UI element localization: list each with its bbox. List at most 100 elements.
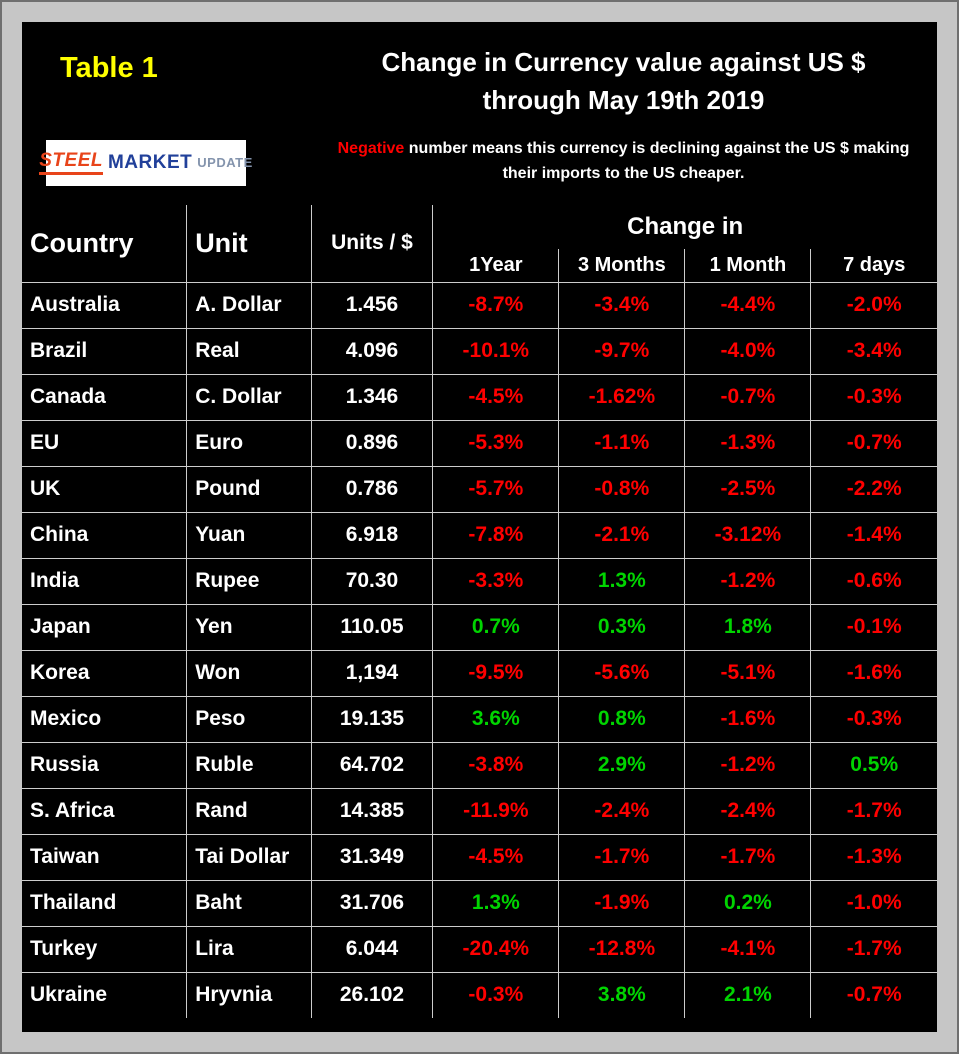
change-1year-cell: -5.3% bbox=[432, 419, 560, 467]
change-7days-cell: -1.3% bbox=[810, 833, 937, 881]
unit-cell: Rand bbox=[186, 787, 312, 835]
unit-cell: Yuan bbox=[186, 511, 312, 559]
country-cell: Korea bbox=[22, 649, 188, 697]
table-row: Turkey Lira 6.044 -20.4% -12.8% -4.1% -1.7% bbox=[22, 925, 937, 973]
country-cell: UK bbox=[22, 465, 188, 513]
change-1month-cell: -5.1% bbox=[684, 649, 812, 697]
change-1year-cell: -7.8% bbox=[432, 511, 560, 559]
change-1year-cell: -8.7% bbox=[432, 281, 560, 329]
change-7days-cell: -1.4% bbox=[810, 511, 937, 559]
change-7days-cell: -1.7% bbox=[810, 925, 937, 973]
change-1year-cell: -11.9% bbox=[432, 787, 560, 835]
units-per-dollar-cell: 31.349 bbox=[310, 833, 434, 881]
country-cell: Thailand bbox=[22, 879, 188, 927]
change-7days-cell: -0.7% bbox=[810, 971, 937, 1018]
units-per-dollar-cell: 6.044 bbox=[310, 925, 434, 973]
table-row: Russia Ruble 64.702 -3.8% 2.9% -1.2% 0.5% bbox=[22, 741, 937, 789]
change-7days-cell: -1.0% bbox=[810, 879, 937, 927]
units-per-dollar-cell: 14.385 bbox=[310, 787, 434, 835]
country-cell: Taiwan bbox=[22, 833, 188, 881]
change-1year-cell: 1.3% bbox=[432, 879, 560, 927]
country-cell: Australia bbox=[22, 281, 188, 329]
table-label: Table 1 bbox=[60, 52, 158, 84]
country-cell: Ukraine bbox=[22, 971, 188, 1018]
unit-cell: Baht bbox=[186, 879, 312, 927]
change-3months-cell: 1.3% bbox=[558, 557, 686, 605]
change-1year-cell: -4.5% bbox=[432, 833, 560, 881]
header-row-2: 1Year 3 Months 1 Month 7 days bbox=[22, 249, 937, 283]
change-3months-cell: -0.8% bbox=[558, 465, 686, 513]
change-1month-cell: -1.3% bbox=[684, 419, 812, 467]
table-body: Australia A. Dollar 1.456 -8.7% -3.4% -4.4% -2… bbox=[22, 281, 937, 1018]
unit-cell: C. Dollar bbox=[186, 373, 312, 421]
change-7days-cell: -0.6% bbox=[810, 557, 937, 605]
change-1month-cell: 1.8% bbox=[684, 603, 812, 651]
change-3months-cell: -1.62% bbox=[558, 373, 686, 421]
currency-table: Country Unit Units / $ Change in 1Year 3… bbox=[22, 205, 937, 1018]
units-per-dollar-cell: 31.706 bbox=[310, 879, 434, 927]
column-header-1month: 1 Month bbox=[684, 249, 812, 283]
units-per-dollar-cell: 4.096 bbox=[310, 327, 434, 375]
change-3months-cell: 3.8% bbox=[558, 971, 686, 1018]
unit-cell: Tai Dollar bbox=[186, 833, 312, 881]
change-1month-cell: -4.1% bbox=[684, 925, 812, 973]
country-cell: Canada bbox=[22, 373, 188, 421]
change-1month-cell: -4.0% bbox=[684, 327, 812, 375]
change-7days-cell: -2.2% bbox=[810, 465, 937, 513]
change-1year-cell: 3.6% bbox=[432, 695, 560, 743]
header-area: Table 1 Change in Currency value against… bbox=[22, 22, 937, 205]
table-row: Mexico Peso 19.135 3.6% 0.8% -1.6% -0.3% bbox=[22, 695, 937, 743]
change-3months-cell: 0.3% bbox=[558, 603, 686, 651]
title-line-1: Change in Currency value against US $ bbox=[381, 47, 866, 77]
change-7days-cell: -3.4% bbox=[810, 327, 937, 375]
table-row: Ukraine Hryvnia 26.102 -0.3% 3.8% 2.1% -0.7% bbox=[22, 971, 937, 1018]
unit-cell: Hryvnia bbox=[186, 971, 312, 1018]
title-line-2: through May 19th 2019 bbox=[482, 84, 765, 115]
page-title: Change in Currency value against US $ th… bbox=[326, 38, 921, 132]
note-text: Negative number means this currency is d… bbox=[331, 136, 916, 199]
units-per-dollar-cell: 19.135 bbox=[310, 695, 434, 743]
change-3months-cell: -3.4% bbox=[558, 281, 686, 329]
units-per-dollar-cell: 26.102 bbox=[310, 971, 434, 1018]
table-header: Country Unit Units / $ Change in 1Year 3… bbox=[22, 205, 937, 283]
column-header-country: Country bbox=[22, 205, 188, 283]
column-header-1year: 1Year bbox=[432, 249, 560, 283]
table-row: Thailand Baht 31.706 1.3% -1.9% 0.2% -1.0% bbox=[22, 879, 937, 927]
change-7days-cell: -1.7% bbox=[810, 787, 937, 835]
change-3months-cell: -1.7% bbox=[558, 833, 686, 881]
units-per-dollar-cell: 0.896 bbox=[310, 419, 434, 467]
units-per-dollar-cell: 1.346 bbox=[310, 373, 434, 421]
change-1month-cell: -1.6% bbox=[684, 695, 812, 743]
column-header-change-in: Change in bbox=[432, 205, 937, 249]
change-1month-cell: 0.2% bbox=[684, 879, 812, 927]
units-per-dollar-cell: 64.702 bbox=[310, 741, 434, 789]
change-3months-cell: -2.4% bbox=[558, 787, 686, 835]
change-7days-cell: 0.5% bbox=[810, 741, 937, 789]
logo-update-text: UPDATE bbox=[197, 155, 253, 171]
unit-cell: Peso bbox=[186, 695, 312, 743]
change-1year-cell: 0.7% bbox=[432, 603, 560, 651]
unit-cell: Ruble bbox=[186, 741, 312, 789]
change-1year-cell: -10.1% bbox=[432, 327, 560, 375]
table-row: UK Pound 0.786 -5.7% -0.8% -2.5% -2.2% bbox=[22, 465, 937, 513]
units-per-dollar-cell: 1.456 bbox=[310, 281, 434, 329]
unit-cell: Real bbox=[186, 327, 312, 375]
units-per-dollar-cell: 70.30 bbox=[310, 557, 434, 605]
change-3months-cell: 2.9% bbox=[558, 741, 686, 789]
change-1year-cell: -3.8% bbox=[432, 741, 560, 789]
column-header-3months: 3 Months bbox=[558, 249, 686, 283]
note-rest: number means this currency is declining … bbox=[404, 139, 910, 183]
column-header-7days: 7 days bbox=[810, 249, 937, 283]
country-cell: S. Africa bbox=[22, 787, 188, 835]
unit-cell: Yen bbox=[186, 603, 312, 651]
change-1month-cell: -2.5% bbox=[684, 465, 812, 513]
country-cell: EU bbox=[22, 419, 188, 467]
column-header-unit: Unit bbox=[186, 205, 312, 283]
change-1month-cell: 2.1% bbox=[684, 971, 812, 1018]
change-1year-cell: -5.7% bbox=[432, 465, 560, 513]
change-3months-cell: -9.7% bbox=[558, 327, 686, 375]
change-3months-cell: -1.9% bbox=[558, 879, 686, 927]
change-1month-cell: -3.12% bbox=[684, 511, 812, 559]
change-7days-cell: -0.3% bbox=[810, 695, 937, 743]
table-row: China Yuan 6.918 -7.8% -2.1% -3.12% -1.4% bbox=[22, 511, 937, 559]
